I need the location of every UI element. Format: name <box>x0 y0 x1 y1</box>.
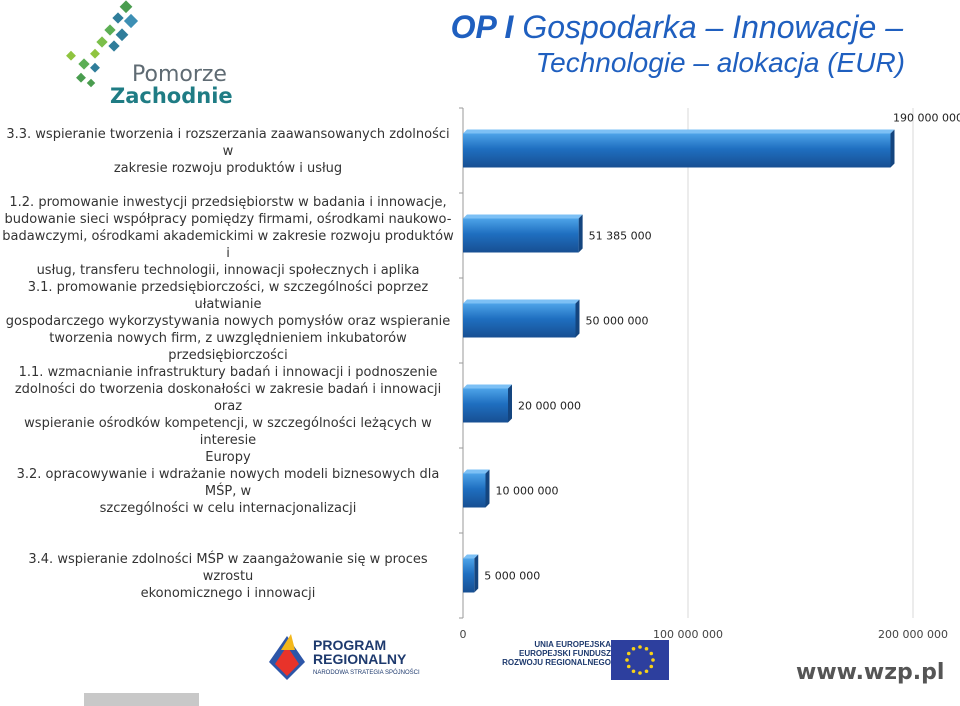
title-line2: Technologie – alokacja (EUR) <box>535 47 905 78</box>
bar <box>463 554 479 593</box>
website-link[interactable]: www.wzp.pl <box>796 660 945 685</box>
bottom-grey-bar <box>84 693 199 706</box>
x-tick-label: 0 <box>460 628 467 640</box>
bar <box>463 214 583 253</box>
eu-star-icon <box>649 651 654 656</box>
bar-value-label: 20 000 000 <box>518 400 581 413</box>
category-label: 3.2. opracowywanie i wdrażanie nowych mo… <box>2 466 454 517</box>
bar <box>463 129 895 168</box>
category-label-line: ekonomicznego i innowacji <box>140 585 316 601</box>
category-label-line: zdolności do tworzenia doskonałości w za… <box>14 381 442 414</box>
eu-star-icon <box>649 664 654 669</box>
category-label-line: badawczymi, ośrodkami akademickimi w zak… <box>2 228 454 261</box>
eu-star-icon <box>638 645 642 649</box>
program-line3: NARODOWA STRATEGIA SPÓJNOŚCI <box>313 670 420 676</box>
category-label-line: szczególności w celu internacjonalizacji <box>99 500 357 516</box>
category-label-line: usług, transferu technologii, innowacji … <box>36 262 420 278</box>
category-label-line: 3.2. opracowywanie i wdrażanie nowych mo… <box>16 466 440 499</box>
eu-star-icon <box>644 646 649 651</box>
bar-value-label: 5 000 000 <box>484 570 540 583</box>
category-label-line: zakresie rozwoju produktów i usług <box>113 160 343 176</box>
eu-line2: EUROPEJSKI FUNDUSZ <box>518 649 611 658</box>
category-label-line: 1.2. promowanie inwestycji przedsiębiors… <box>9 194 447 210</box>
logo-word-zachodnie: Zachodnie <box>110 84 233 108</box>
program-regionalny-logo: PROGRAM REGIONALNY NARODOWA STRATEGIA SP… <box>265 632 435 684</box>
category-label-line: budowanie sieci współpracy pomiędzy firm… <box>4 211 452 227</box>
category-label: 1.2. promowanie inwestycji przedsiębiors… <box>2 194 454 279</box>
category-label-line: przedsiębiorczości <box>168 347 288 363</box>
bar-value-label: 190 000 000 <box>893 112 960 125</box>
eu-flag-icon <box>611 640 669 680</box>
eu-star-icon <box>626 664 631 669</box>
bar-value-label: 10 000 000 <box>496 485 559 498</box>
program-regionalny-emblem-icon <box>269 634 305 680</box>
category-label: 3.4. wspieranie zdolności MŚP w zaangażo… <box>2 551 454 602</box>
bar-value-label: 50 000 000 <box>586 315 649 328</box>
page-title: OP I Gospodarka – Innowacje – Technologi… <box>450 8 905 80</box>
allocation-bar-chart: 0 100 000 000 200 000 000 190 000 000 51 385… <box>459 107 960 640</box>
logo-squares-icon <box>66 0 139 88</box>
bar <box>463 469 490 508</box>
eu-star-icon <box>638 671 642 675</box>
category-label-line: 1.1. wzmacnianie infrastruktury badań i … <box>18 364 438 380</box>
bar-value-label: 51 385 000 <box>589 230 652 243</box>
x-tick-label: 200 000 000 <box>878 628 948 640</box>
eu-line3: ROZWOJU REGIONALNEGO <box>502 658 611 667</box>
program-line2: REGIONALNY <box>313 651 407 667</box>
category-label: 3.3. wspieranie tworzenia i rozszerzania… <box>2 126 454 177</box>
category-label-line: 3.4. wspieranie zdolności MŚP w zaangażo… <box>28 551 428 584</box>
logo-word-pomorze: Pomorze <box>132 62 227 87</box>
eu-star-icon <box>651 658 655 662</box>
category-label: 3.1. promowanie przedsiębiorczości, w sz… <box>2 279 454 364</box>
eu-star-icon <box>626 651 631 656</box>
eu-star-icon <box>625 658 629 662</box>
category-label-line: 3.1. promowanie przedsiębiorczości, w sz… <box>27 279 429 312</box>
category-label-line: 3.3. wspieranie tworzenia i rozszerzania… <box>6 126 450 159</box>
eu-line1: UNIA EUROPEJSKA <box>534 640 611 649</box>
bar <box>463 299 580 338</box>
category-label-line: wspieranie ośrodków kompetencji, w szcze… <box>24 415 432 448</box>
bar <box>463 384 512 423</box>
category-label-line: Europy <box>205 449 251 465</box>
title-bold: OP I <box>450 9 514 45</box>
pomorze-zachodnie-logo: Pomorze Zachodnie <box>62 0 233 108</box>
category-label: 1.1. wzmacnianie infrastruktury badań i … <box>2 364 454 466</box>
eu-fund-logo: UNIA EUROPEJSKA EUROPEJSKI FUNDUSZ ROZWO… <box>483 640 673 684</box>
program-line1: PROGRAM <box>313 637 387 653</box>
category-label-line: gospodarczego wykorzystywania nowych pom… <box>5 313 451 329</box>
title-line1: Gospodarka – Innowacje – <box>522 9 903 45</box>
x-tick-label: 100 000 000 <box>653 628 723 640</box>
eu-star-icon <box>631 646 636 651</box>
category-label-line: tworzenia nowych firm, z uwzględnieniem … <box>49 330 407 346</box>
eu-star-icon <box>644 669 649 674</box>
eu-star-icon <box>631 669 636 674</box>
